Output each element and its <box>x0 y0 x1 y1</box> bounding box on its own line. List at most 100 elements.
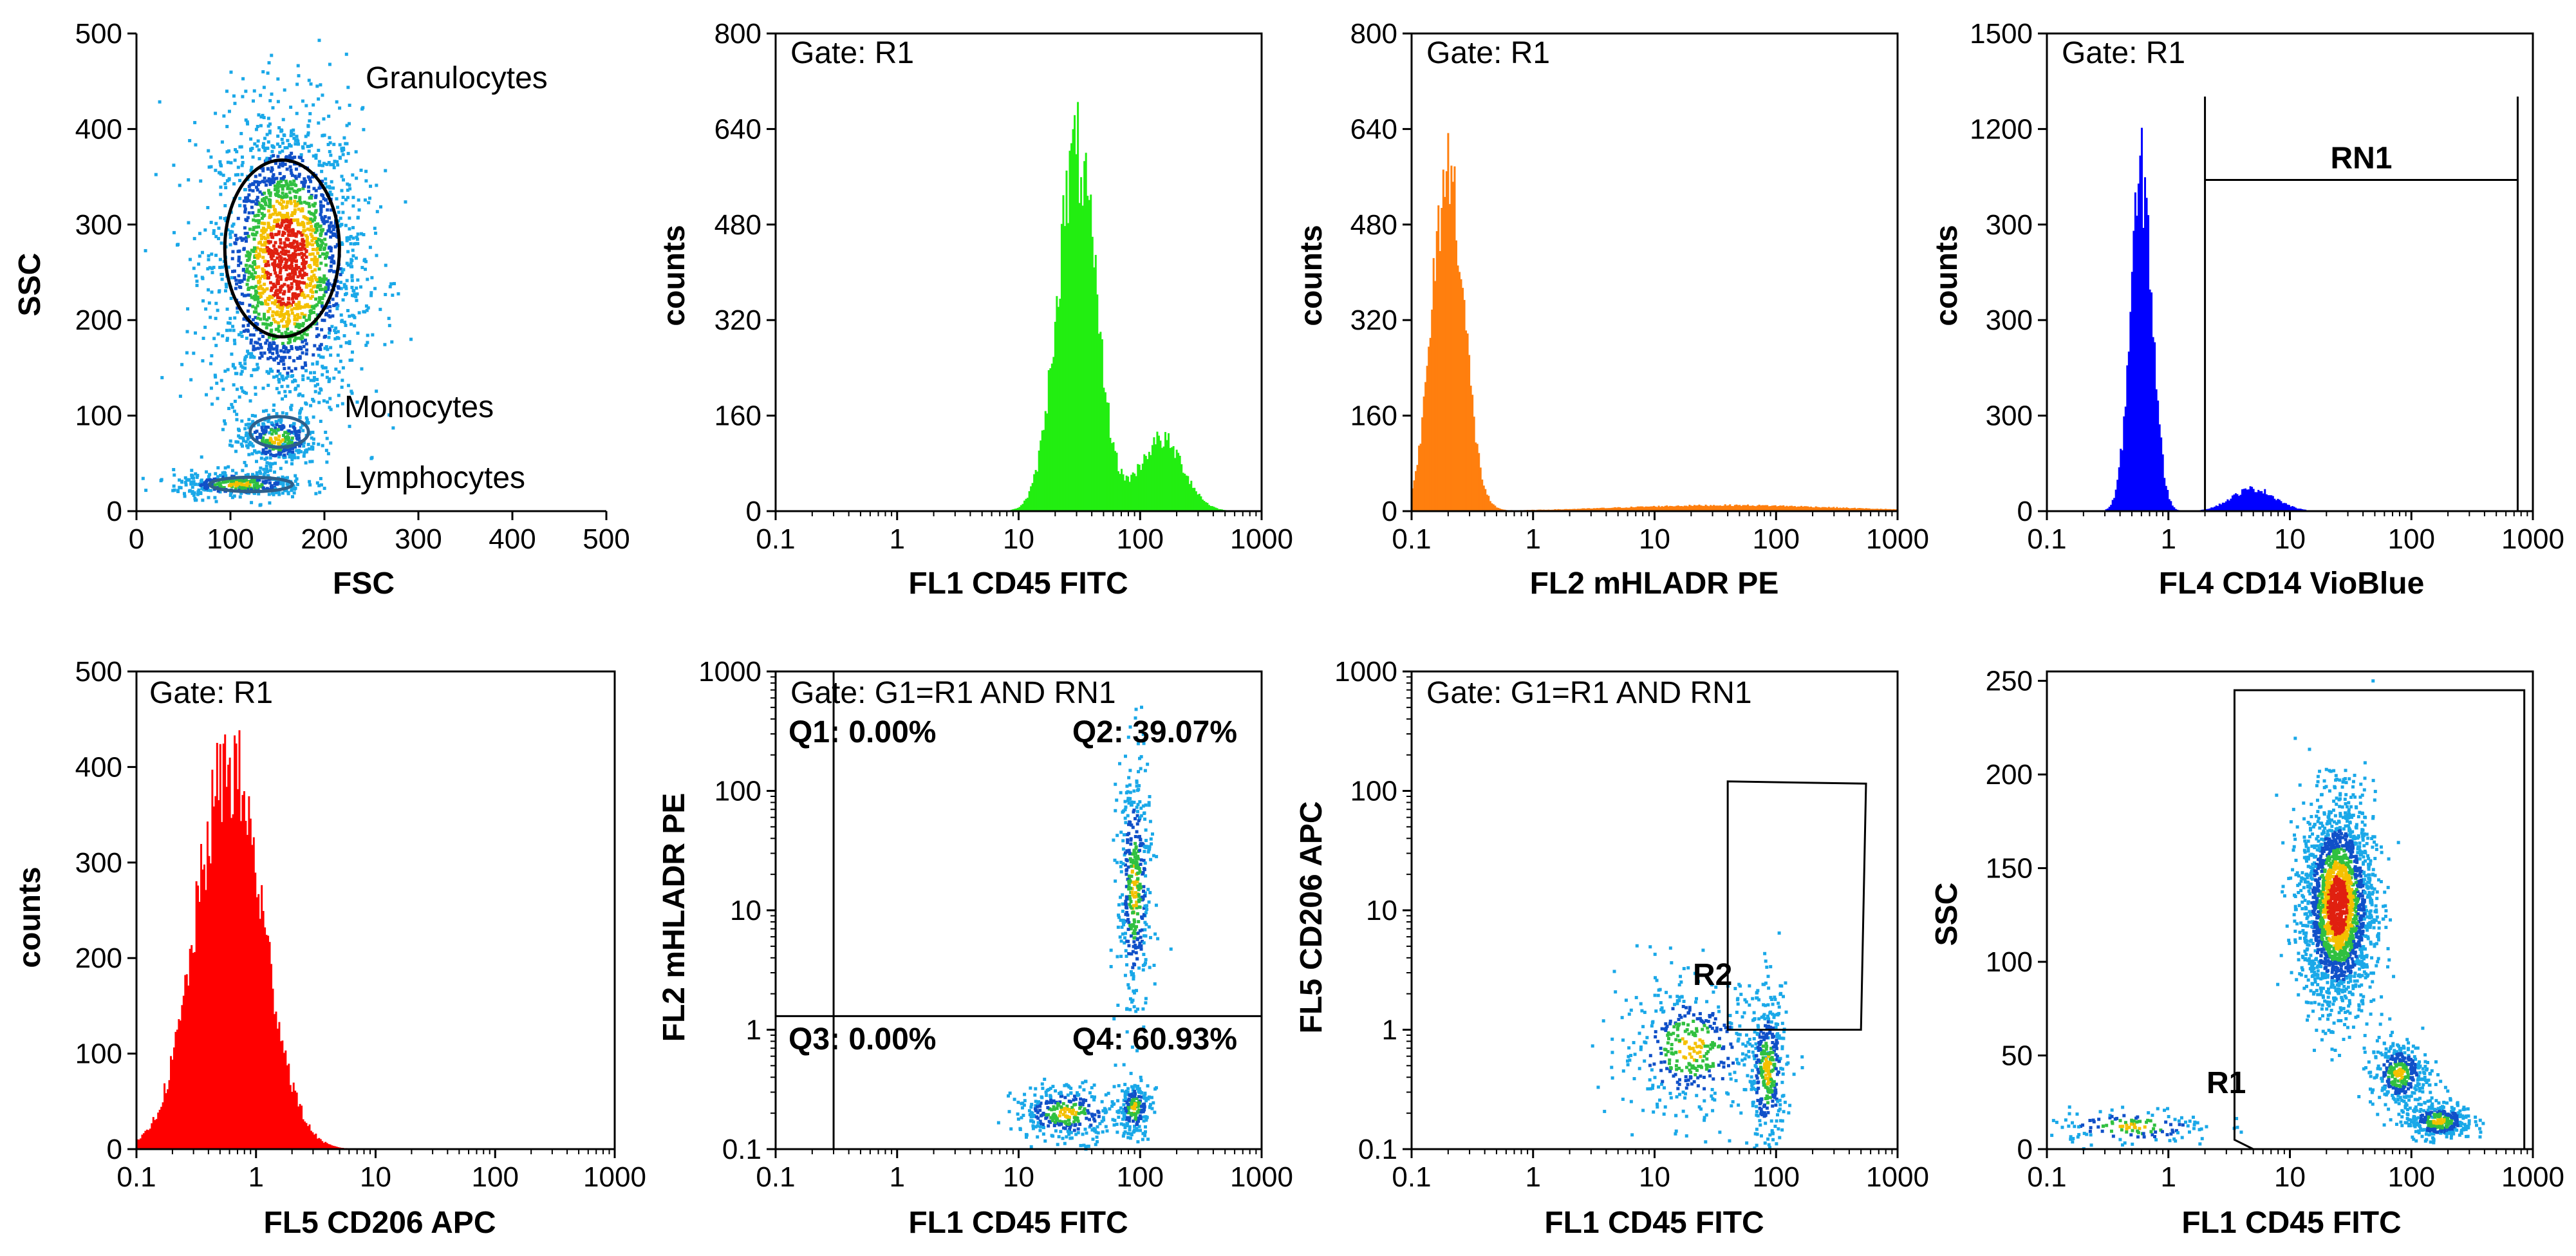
p4-histogram-bar <box>2118 467 2120 511</box>
p2-histogram-bar <box>1200 496 1202 511</box>
p1-event-dot <box>297 286 301 290</box>
p1-event-dot <box>243 356 247 360</box>
p1-event-dot <box>368 196 371 200</box>
p1-event-dot <box>393 282 397 286</box>
p1-event-dot <box>332 376 336 380</box>
p6-event-dot <box>1132 904 1135 908</box>
p1-event-dot <box>235 282 239 286</box>
p3-histogram-bar <box>1716 505 1719 511</box>
p1-event-dot <box>308 314 312 318</box>
p6-event-dot <box>1144 1001 1148 1005</box>
p3-histogram-bar <box>1792 506 1795 511</box>
p2-histogram-bar <box>1104 392 1106 511</box>
p1-event-dot <box>286 374 290 378</box>
p6-event-dot <box>1148 891 1152 895</box>
p1-event-dot <box>269 343 273 347</box>
p1-event-dot <box>199 491 203 495</box>
p1-event-dot <box>293 487 297 491</box>
p6-event-dot <box>1069 1087 1073 1091</box>
p1-event-dot <box>344 159 348 163</box>
p6-event-dot <box>1125 1008 1129 1011</box>
p1-event-dot <box>298 345 302 349</box>
p6-event-dot <box>1128 997 1132 1001</box>
p1-event-dot <box>324 287 328 291</box>
p1-event-dot <box>282 449 286 453</box>
p4-histogram-bar <box>2170 501 2172 511</box>
p6-event-dot <box>1090 1114 1094 1118</box>
p2-histogram-bar <box>1056 295 1058 511</box>
p2-histogram-bar <box>1181 464 1183 511</box>
p3-histogram-bar <box>1557 509 1560 511</box>
p6-event-dot <box>1138 883 1142 886</box>
p5-histogram-bar <box>332 1145 335 1149</box>
p1-event-dot <box>254 306 258 310</box>
p3-histogram-bar <box>1418 445 1421 511</box>
p1-event-dot <box>285 194 289 198</box>
p7-event-dot <box>1697 980 1701 984</box>
p1-event-dot <box>306 131 310 135</box>
p6-event-dot <box>1088 1125 1092 1129</box>
p1-event-dot <box>214 254 218 258</box>
p1-event-dot <box>172 230 176 234</box>
p6-event-dot <box>1131 852 1135 856</box>
p3-histogram-bar <box>1465 330 1468 511</box>
p1-event-dot <box>209 165 213 169</box>
p6-event-dot <box>1139 935 1143 939</box>
p1-event-dot <box>233 316 237 320</box>
p6-event-dot <box>1067 1122 1070 1126</box>
p1-event-dot <box>203 488 207 492</box>
p1-event-dot <box>364 179 368 183</box>
p1-event-dot <box>312 154 315 158</box>
p2-histogram-bar <box>1083 161 1086 511</box>
p1-event-dot <box>292 276 295 280</box>
p1-event-dot <box>348 187 352 191</box>
p6-event-dot <box>1128 876 1132 880</box>
p1-event-dot <box>266 263 270 267</box>
p6-event-dot <box>1132 1086 1135 1090</box>
p1-event-dot <box>351 254 355 258</box>
p1-event-dot <box>300 268 304 272</box>
p6-event-dot <box>1143 1130 1147 1134</box>
p1-event-dot <box>265 370 269 373</box>
p5-histogram-bar <box>276 1028 279 1149</box>
p6-event-dot <box>1135 814 1139 818</box>
p6-event-dot <box>1129 970 1133 974</box>
p1-event-dot <box>225 337 229 341</box>
p5-ytick-label: 500 <box>75 656 122 688</box>
p1-event-dot <box>261 291 265 295</box>
p6-event-dot <box>1040 1096 1044 1100</box>
p6-event-dot <box>1125 1109 1128 1113</box>
p1-event-dot <box>281 375 285 379</box>
p1-event-dot <box>219 272 223 276</box>
p6-event-dot <box>1121 1134 1125 1138</box>
p7-event-dot <box>1655 979 1659 982</box>
p5-histogram-bar <box>278 1022 281 1149</box>
p6-event-dot <box>1052 1112 1056 1116</box>
p6-event-dot <box>1047 1087 1050 1091</box>
p6-event-dot <box>1135 862 1139 866</box>
p6-event-dot <box>1088 1118 1092 1121</box>
p1-event-dot <box>144 248 147 252</box>
p1-event-dot <box>201 359 205 362</box>
p1-event-dot <box>286 438 290 442</box>
p1-event-dot <box>250 295 254 299</box>
p6-event-dot <box>1054 1119 1058 1123</box>
p1-event-dot <box>317 238 321 241</box>
p1-event-dot <box>252 333 256 337</box>
p1-event-dot <box>266 371 270 375</box>
p1-event-dot <box>243 366 247 370</box>
p6-event-dot <box>1134 845 1138 849</box>
p1-event-dot <box>232 94 236 98</box>
p1-event-dot <box>261 231 265 235</box>
p6-event-dot <box>1139 944 1143 948</box>
p6-event-dot <box>1148 935 1152 939</box>
p6-event-dot <box>1141 1132 1145 1136</box>
p1-event-dot <box>275 351 279 355</box>
p1-event-dot <box>265 246 269 250</box>
p1-event-dot <box>341 178 345 182</box>
p1-event-dot <box>238 145 242 149</box>
p1-event-dot <box>242 294 246 297</box>
p1-event-dot <box>184 483 188 487</box>
p1-event-dot <box>288 144 292 147</box>
